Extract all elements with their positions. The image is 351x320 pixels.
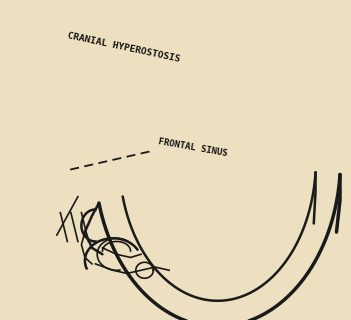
Text: CRANIAL HYPEROSTOSIS: CRANIAL HYPEROSTOSIS: [67, 32, 181, 64]
Text: FRONTAL SINUS: FRONTAL SINUS: [158, 137, 229, 158]
